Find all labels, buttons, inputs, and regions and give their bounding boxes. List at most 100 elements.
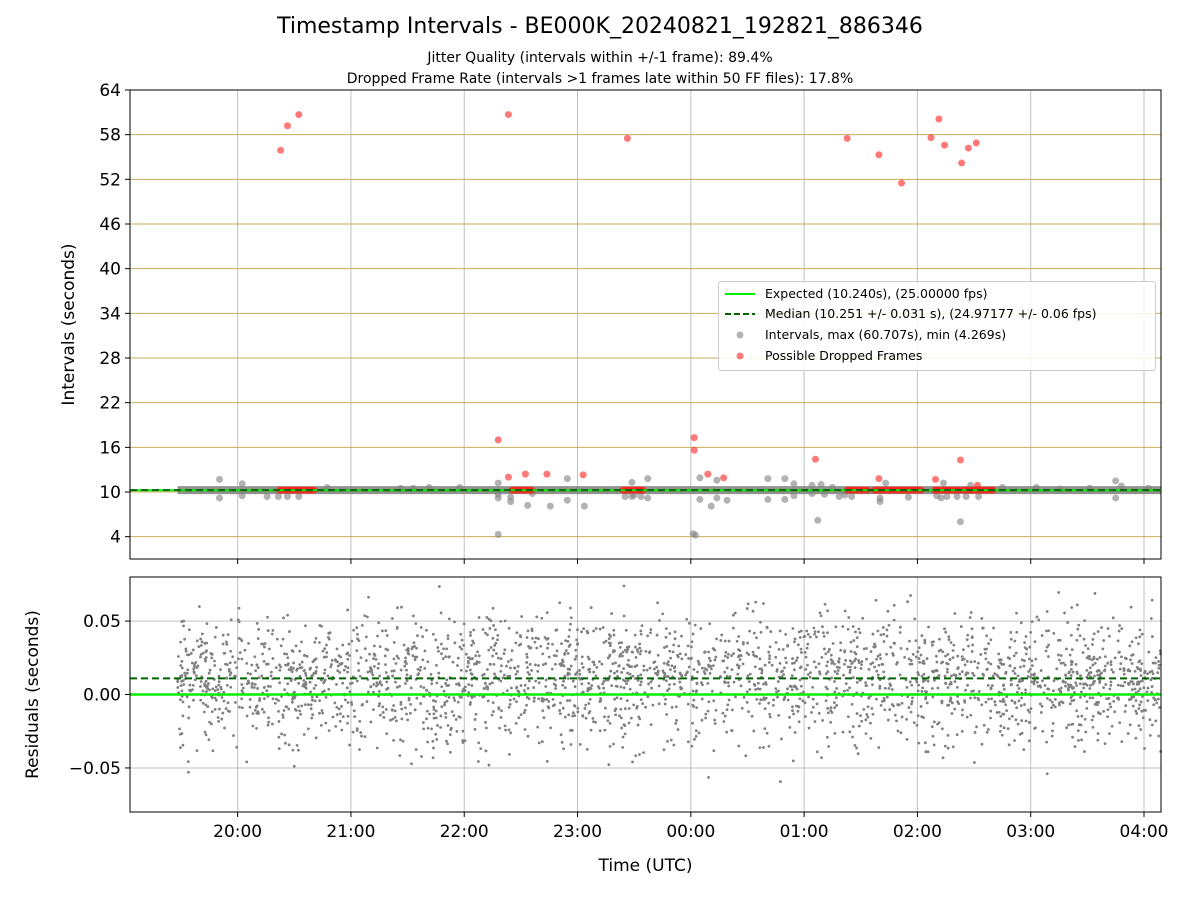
residual-point [221, 633, 225, 637]
residual-point [565, 699, 569, 703]
residual-point [950, 712, 954, 715]
residual-point [458, 645, 462, 649]
residual-point [267, 720, 271, 724]
residual-point [678, 680, 682, 684]
residual-point [562, 679, 565, 683]
residual-point [481, 628, 485, 631]
residual-point [634, 754, 638, 758]
residual-point [594, 627, 598, 630]
dropped-frame-point [843, 134, 851, 142]
residual-point [655, 665, 659, 669]
residual-point [768, 645, 772, 649]
dropped-frame-point [283, 122, 291, 130]
residual-point [922, 659, 925, 663]
residual-point [221, 642, 225, 646]
residual-point [340, 704, 343, 708]
residual-point [285, 652, 289, 656]
dropped-frame-point [973, 481, 981, 489]
residual-point [777, 713, 781, 717]
residual-point [746, 641, 749, 645]
residual-point [411, 645, 415, 649]
residual-point [287, 707, 291, 711]
residual-point [435, 737, 439, 741]
residual-point [826, 711, 830, 715]
residual-point [767, 701, 771, 705]
residual-point [806, 632, 810, 636]
interval-point [283, 492, 291, 500]
residual-point [726, 681, 730, 684]
legend-item-dropped: Possible Dropped Frames [719, 347, 1155, 365]
residual-point [228, 661, 232, 665]
residual-point [685, 617, 689, 621]
residual-point [756, 681, 760, 685]
residual-point [333, 701, 337, 705]
residual-point [1119, 662, 1123, 666]
residual-point [1133, 687, 1137, 691]
interval-point [1117, 482, 1125, 490]
residual-point [377, 621, 381, 625]
residual-point [297, 748, 300, 752]
residual-point [839, 648, 843, 652]
residual-point [890, 688, 894, 691]
residual-point [731, 613, 735, 617]
residual-point [338, 712, 342, 716]
residual-point [752, 631, 756, 635]
residual-point [490, 713, 494, 717]
residual-point [973, 696, 977, 700]
residual-point [954, 673, 957, 677]
residual-point [675, 719, 678, 722]
residual-point [822, 631, 825, 635]
residual-point [366, 670, 370, 674]
residual-point [1139, 669, 1143, 672]
residual-point [574, 673, 577, 676]
residual-point [851, 735, 854, 739]
residual-point [568, 628, 572, 632]
residual-point [545, 697, 549, 701]
residual-point [224, 640, 228, 644]
residual-point [768, 712, 772, 716]
residual-point [615, 696, 619, 700]
residual-point [913, 617, 917, 621]
residual-point [202, 710, 206, 714]
residual-point [790, 661, 794, 665]
residual-point [898, 673, 902, 677]
residual-point [797, 630, 801, 634]
residual-point [759, 620, 762, 624]
residual-point [847, 616, 851, 619]
residual-point [245, 661, 249, 665]
residual-point [558, 601, 562, 605]
residual-point [999, 724, 1003, 728]
residual-point [1132, 695, 1136, 699]
residual-point [461, 729, 465, 733]
residual-point [257, 712, 260, 715]
residual-point [337, 707, 341, 711]
residual-point [508, 702, 512, 706]
residual-point [444, 711, 448, 715]
residual-point [501, 676, 505, 680]
residual-point [910, 702, 913, 706]
residual-point [477, 741, 481, 745]
residual-point [916, 650, 920, 654]
residual-point [966, 671, 970, 675]
residual-point [325, 651, 329, 654]
residual-point [432, 716, 436, 720]
residual-point [798, 678, 802, 682]
residual-point [1138, 628, 1142, 632]
residual-point [248, 705, 252, 709]
residual-point [663, 646, 666, 649]
residual-point [580, 655, 584, 659]
residual-point [657, 702, 661, 706]
residual-point [176, 680, 180, 684]
residual-point [833, 680, 836, 683]
residual-point [1045, 772, 1049, 776]
residual-point [357, 639, 361, 642]
residual-point [213, 635, 217, 639]
dropped-frame-point [504, 473, 512, 481]
residual-point [707, 650, 710, 654]
residual-point [760, 667, 763, 671]
residual-point [372, 652, 376, 656]
residual-point [267, 716, 270, 720]
residual-point [346, 701, 350, 704]
residual-point [391, 717, 395, 721]
residual-point [540, 616, 544, 620]
